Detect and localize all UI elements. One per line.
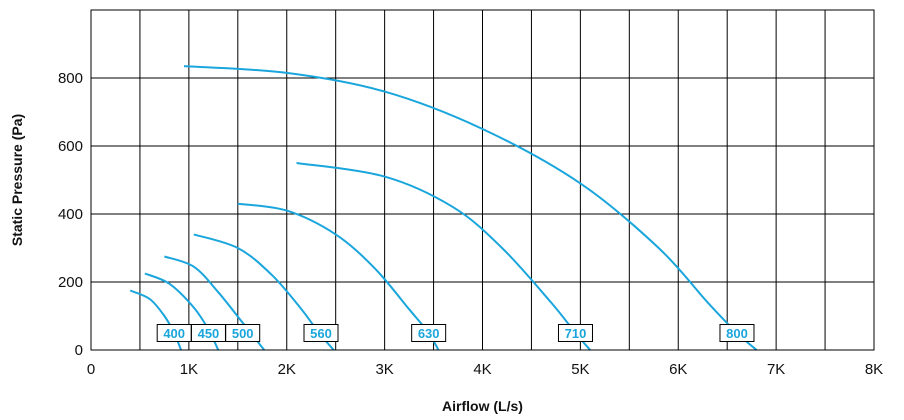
curve-label-box: [557, 324, 593, 342]
tick-labels: 0 1K 2K 3K 4K 5K 6K 7K 8K 0 200 400 600 800: [58, 70, 883, 378]
curve-label-text: 710: [565, 326, 587, 341]
x-axis-title: Airflow (L/s): [442, 398, 523, 414]
y-tick-label: 400: [58, 206, 83, 223]
x-tick-label: 3K: [375, 361, 393, 378]
curve-labels: 400 450 500 560 630 710 800: [156, 324, 755, 342]
curve-label-text: 560: [310, 326, 332, 341]
x-tick-label: 8K: [865, 361, 883, 378]
curve-label-text: 800: [726, 326, 748, 341]
y-tick-label: 800: [58, 70, 83, 87]
curve-label-text: 500: [232, 326, 254, 341]
curve-label-400: 400: [156, 324, 192, 342]
x-tick-label: 6K: [669, 361, 687, 378]
grid: [91, 10, 874, 350]
x-tick-label: 2K: [278, 361, 296, 378]
curve-label-500: 500: [225, 324, 261, 342]
curve-800: [183, 65, 758, 351]
curve-label-450: 450: [190, 324, 226, 342]
plot-frame: [90, 9, 875, 351]
curve-label-text: 450: [198, 326, 220, 341]
y-tick-label: 600: [58, 138, 83, 155]
y-axis-title: Static Pressure (Pa): [9, 114, 25, 246]
curve-label-box: [303, 324, 339, 342]
curve-label-box: [411, 324, 447, 342]
curve-label-box: [225, 324, 261, 342]
curves: [129, 65, 758, 351]
curve-label-text: 400: [163, 326, 185, 341]
curve-label-560: 560: [303, 324, 339, 342]
y-tick-label: 0: [75, 342, 83, 359]
x-tick-label: 5K: [571, 361, 589, 378]
curve-label-text: 630: [418, 326, 440, 341]
curve-label-box: [719, 324, 755, 342]
curve-label-800: 800: [719, 324, 755, 342]
curve-710: [296, 162, 591, 351]
x-tick-label: 1K: [180, 361, 198, 378]
curve-label-710: 710: [557, 324, 593, 342]
x-tick-label: 4K: [473, 361, 491, 378]
y-tick-label: 200: [58, 274, 83, 291]
curve-label-630: 630: [411, 324, 447, 342]
x-tick-label: 0: [87, 361, 95, 378]
x-tick-label: 7K: [767, 361, 785, 378]
